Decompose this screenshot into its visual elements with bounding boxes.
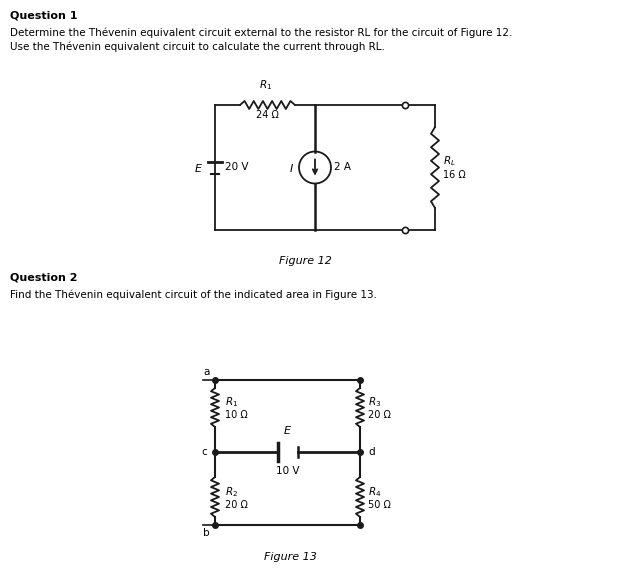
Text: 10 V: 10 V <box>276 466 300 476</box>
Text: $E$: $E$ <box>283 424 292 436</box>
Text: 20 Ω: 20 Ω <box>225 500 248 510</box>
Text: $I$: $I$ <box>289 161 294 173</box>
Text: Determine the Thévenin equivalent circuit external to the resistor RL for the ci: Determine the Thévenin equivalent circui… <box>10 28 512 38</box>
Text: 20 Ω: 20 Ω <box>368 411 391 420</box>
Text: Question 2: Question 2 <box>10 272 78 282</box>
Text: $R_4$: $R_4$ <box>368 485 381 499</box>
Text: 50 Ω: 50 Ω <box>368 500 391 510</box>
Text: $R_1$: $R_1$ <box>259 78 272 92</box>
Text: $R_3$: $R_3$ <box>368 396 381 409</box>
Text: c: c <box>201 447 207 457</box>
Text: 24 Ω: 24 Ω <box>256 110 279 120</box>
Text: Use the Thévenin equivalent circuit to calculate the current through RL.: Use the Thévenin equivalent circuit to c… <box>10 42 385 53</box>
Text: b: b <box>203 528 210 538</box>
Text: 20 V: 20 V <box>225 162 249 172</box>
Text: Figure 13: Figure 13 <box>263 552 317 562</box>
Text: d: d <box>368 447 374 457</box>
Text: $R_L$: $R_L$ <box>443 155 456 168</box>
Text: $E$: $E$ <box>194 161 203 173</box>
Text: Figure 12: Figure 12 <box>279 256 331 266</box>
Text: Question 1: Question 1 <box>10 10 78 20</box>
Text: 2 A: 2 A <box>334 162 351 172</box>
Text: a: a <box>204 367 210 377</box>
Text: $R_1$: $R_1$ <box>225 396 238 409</box>
Text: 16 Ω: 16 Ω <box>443 169 466 179</box>
Text: $R_2$: $R_2$ <box>225 485 238 499</box>
Text: Find the Thévenin equivalent circuit of the indicated area in Figure 13.: Find the Thévenin equivalent circuit of … <box>10 290 377 300</box>
Text: 10 Ω: 10 Ω <box>225 411 248 420</box>
